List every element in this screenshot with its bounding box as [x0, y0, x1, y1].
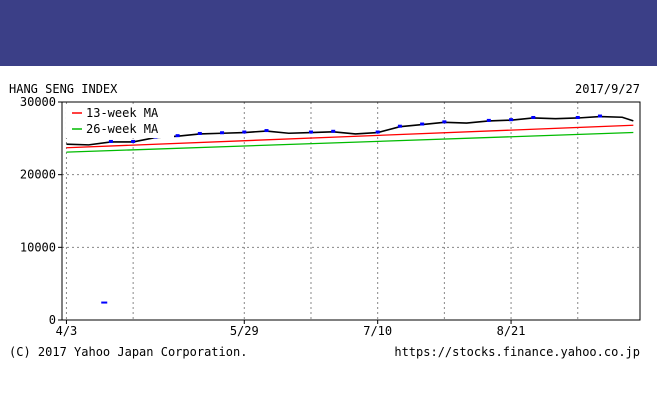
- price-point: [197, 131, 202, 135]
- y-tick-label: 30000: [20, 95, 56, 109]
- price-point: [597, 114, 602, 118]
- y-tick-label: 0: [49, 313, 56, 327]
- chart-date: 2017/9/27: [575, 82, 640, 96]
- price-point: [331, 129, 336, 133]
- ma26-line: [66, 131, 634, 153]
- price-point: [220, 131, 225, 135]
- chart-title: HANG SENG INDEX: [9, 82, 118, 96]
- price-point: [131, 139, 136, 143]
- price-point: [420, 122, 425, 126]
- grid: [62, 102, 640, 320]
- x-tick-label: 5/29: [230, 324, 259, 338]
- y-axis-ticks: 30000 20000 10000 0: [20, 95, 62, 327]
- price-point: [108, 139, 113, 143]
- legend-label-26-week: 26-week MA: [86, 122, 159, 136]
- price-point: [175, 134, 180, 138]
- legend: 13-week MA 26-week MA: [66, 106, 174, 138]
- price-point: [308, 130, 313, 134]
- price-point: [397, 124, 402, 128]
- copyright-text: (C) 2017 Yahoo Japan Corporation.: [9, 345, 247, 359]
- legend-background: [66, 106, 174, 138]
- price-point: [509, 118, 514, 122]
- y-tick-label: 10000: [20, 240, 56, 254]
- x-axis-ticks: 4/3 5/29 7/10 8/21: [56, 320, 526, 338]
- moving-averages: [66, 124, 634, 153]
- source-url: https://stocks.finance.yahoo.co.jp: [394, 345, 640, 359]
- y-tick-label: 20000: [20, 168, 56, 182]
- legend-label-13-week: 13-week MA: [86, 106, 159, 120]
- price-point: [575, 115, 580, 119]
- price-point: [442, 120, 447, 124]
- price-point: [486, 118, 491, 122]
- price-point: [242, 130, 247, 134]
- plot-frame: [61, 101, 641, 321]
- x-tick-label: 8/21: [497, 324, 526, 338]
- price-point: [531, 115, 536, 119]
- x-tick-label: 4/3: [56, 324, 78, 338]
- hang-seng-chart: HANG SENG INDEX 2017/9/27 30000 20000 1000…: [9, 82, 641, 359]
- ma13-line: [66, 124, 634, 149]
- price-point: [375, 130, 380, 134]
- x-tick-label: 7/10: [363, 324, 392, 338]
- header-banner: [0, 0, 657, 66]
- price-point: [264, 129, 269, 133]
